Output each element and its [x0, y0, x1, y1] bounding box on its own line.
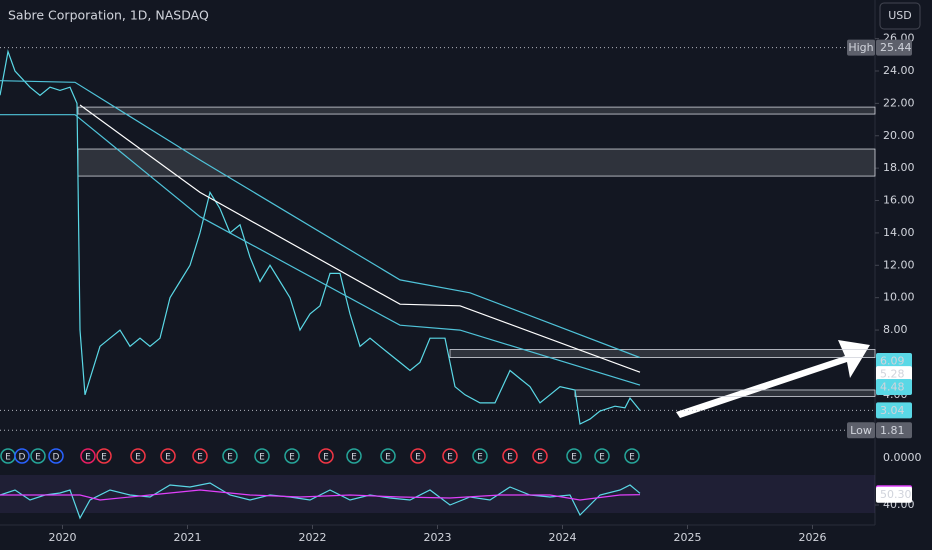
rsi-band: [0, 475, 875, 513]
event-label: E: [447, 453, 453, 463]
rsi-label-box: [876, 486, 912, 503]
x-tick-label: 2026: [799, 531, 827, 544]
event-label: E: [599, 453, 605, 463]
event-label: E: [537, 453, 543, 463]
y-tick-label: 8.00: [883, 323, 908, 336]
x-tick-label: 2025: [674, 531, 702, 544]
event-marker: [472, 448, 488, 464]
event-marker: [318, 448, 334, 464]
event-label: E: [629, 453, 635, 463]
event-marker: [346, 448, 362, 464]
low-tag: [847, 422, 875, 439]
event-label: E: [323, 453, 329, 463]
x-tick-label: 2022: [299, 531, 327, 544]
event-label: E: [5, 453, 11, 463]
event-marker: [80, 448, 96, 464]
event-label: E: [571, 453, 577, 463]
zone: [449, 349, 876, 358]
event-marker: [442, 448, 458, 464]
price-label-box: [876, 366, 912, 383]
arrow: [676, 340, 870, 418]
event-label: E: [135, 453, 141, 463]
event-marker: [380, 448, 396, 464]
event-marker: [160, 448, 176, 464]
price-label: 6.09: [880, 354, 905, 367]
events-axis-label: 0.0000: [883, 451, 922, 464]
event-label: E: [35, 453, 41, 463]
event-label: E: [101, 453, 107, 463]
zone: [77, 106, 876, 115]
event-marker: [594, 448, 610, 464]
price-label-box: [876, 402, 912, 419]
y-tick-label: 12.00: [883, 258, 915, 271]
event-marker: [532, 448, 548, 464]
price-label: 3.04: [880, 404, 905, 417]
event-marker: [284, 448, 300, 464]
x-tick-label: 2021: [174, 531, 202, 544]
band-line: [0, 80, 641, 359]
x-tick-label: 2024: [549, 531, 577, 544]
event-label: E: [415, 453, 421, 463]
low-tag-label: Low: [850, 424, 872, 437]
rsi-label: 50.30: [880, 488, 912, 501]
low-value: 1.81: [880, 424, 905, 437]
y-tick-label: 10.00: [883, 291, 915, 304]
event-marker: [48, 448, 64, 464]
event-marker: [30, 448, 46, 464]
event-marker: [624, 448, 640, 464]
event-label: E: [259, 453, 265, 463]
rsi-line: [0, 489, 641, 501]
high-tag: [847, 39, 875, 56]
price-label: 5.28: [880, 368, 905, 381]
event-label: E: [351, 453, 357, 463]
event-label: E: [507, 453, 513, 463]
y-tick-label: 22.00: [883, 96, 915, 109]
y-tick-label: 14.00: [883, 226, 915, 239]
event-label: D: [53, 453, 60, 463]
price-label-box: [876, 379, 912, 396]
band-line: [0, 114, 641, 386]
event-label: D: [19, 453, 26, 463]
rsi-line: [0, 482, 641, 520]
event-label: E: [165, 453, 171, 463]
x-tick-label: 2023: [424, 531, 452, 544]
event-marker: [566, 448, 582, 464]
event-marker: [192, 448, 208, 464]
event-marker: [254, 448, 270, 464]
event-marker: [222, 448, 238, 464]
high-value: 25.44: [880, 41, 912, 54]
event-marker: [14, 448, 30, 464]
event-marker: [410, 448, 426, 464]
zone: [574, 389, 876, 397]
event-label: E: [477, 453, 483, 463]
price-label: 4.48: [880, 381, 905, 394]
event-marker: [96, 448, 112, 464]
x-tick-label: 2020: [49, 531, 77, 544]
y-tick-label: 20.00: [883, 129, 915, 142]
event-label: E: [197, 453, 203, 463]
high-tag-label: High: [848, 41, 873, 54]
price-label-box: [876, 352, 912, 369]
event-marker: [130, 448, 146, 464]
chart-title: Sabre Corporation, 1D, NASDAQ: [8, 8, 209, 23]
event-label: E: [85, 453, 91, 463]
high-value-box: [876, 39, 912, 56]
y-tick-label: 16.00: [883, 194, 915, 207]
y-tick-label: 24.00: [883, 64, 915, 77]
event-marker: [502, 448, 518, 464]
currency-button[interactable]: [879, 2, 921, 30]
event-label: E: [227, 453, 233, 463]
event-label: E: [289, 453, 295, 463]
currency-label[interactable]: USD: [888, 9, 912, 22]
zone: [77, 148, 876, 177]
band-line: [79, 104, 641, 373]
low-value-box: [876, 422, 912, 439]
event-label: E: [385, 453, 391, 463]
y-tick-label: 18.00: [883, 161, 915, 174]
price-line: [0, 49, 641, 425]
